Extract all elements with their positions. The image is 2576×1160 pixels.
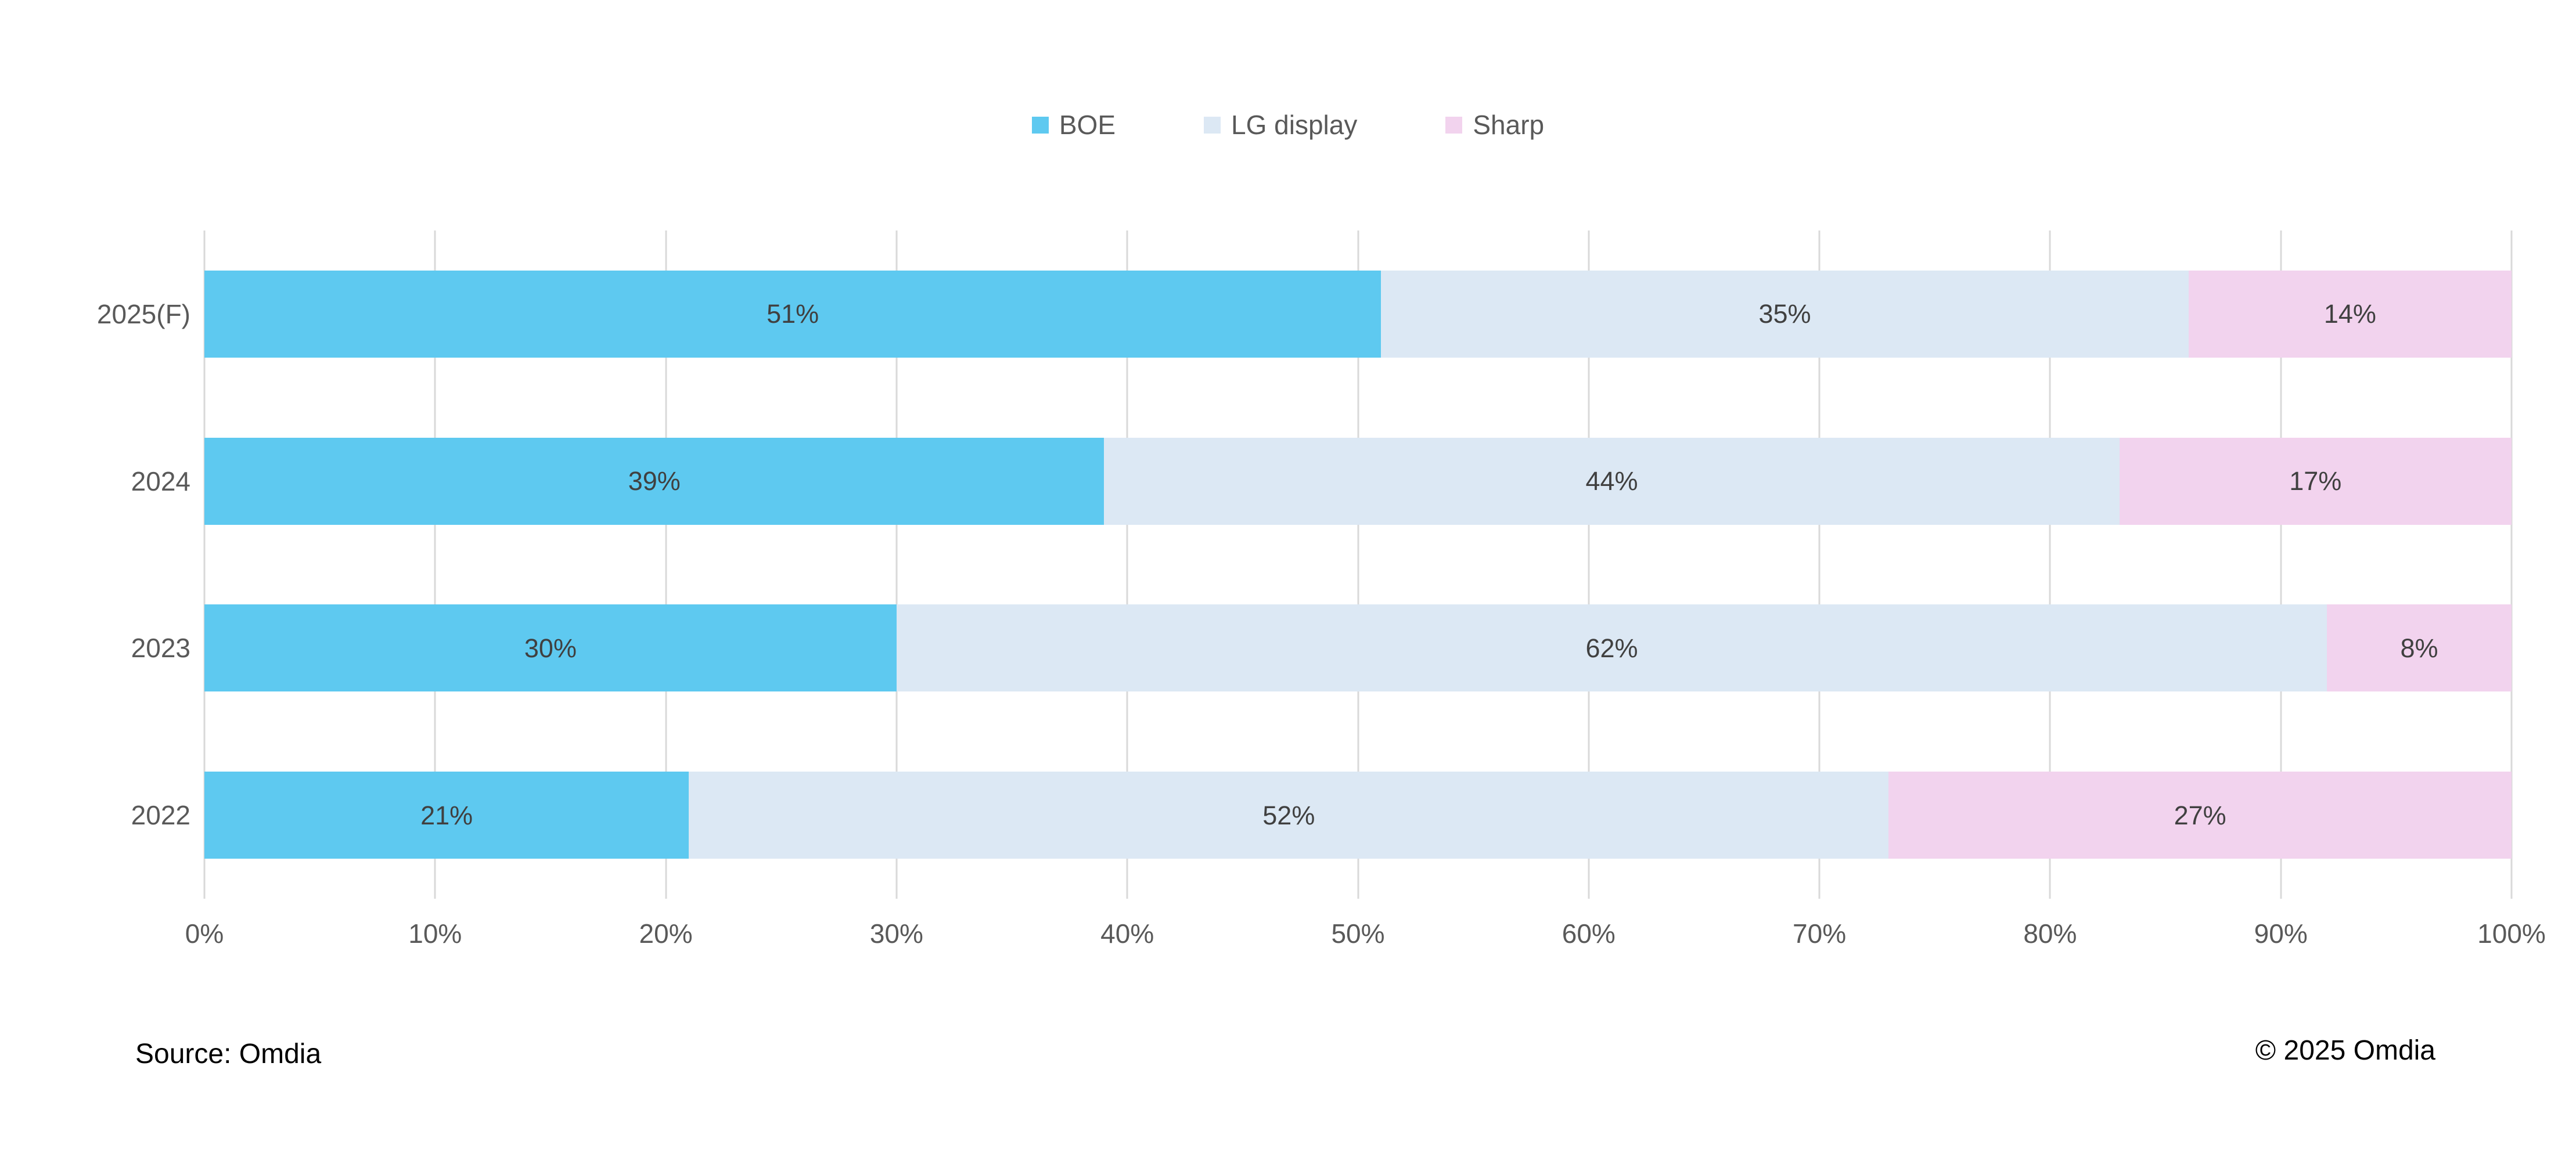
x-axis-tick-labels: 0% 10% 20% 30% 40% 50% 60% 70% 80% 90% 100% (185, 918, 2546, 955)
gridline (665, 230, 667, 899)
gridlines (203, 230, 2513, 899)
legend-item-lg-display: LG display (1204, 111, 1357, 138)
legend-swatch-icon (1445, 116, 1463, 134)
chart-row-2025-f: 2025(F) 51% 35% 14% (97, 230, 2512, 398)
bar-segment-lg-display: 52% (689, 772, 1889, 859)
bar-segment-value: 30% (524, 633, 577, 663)
legend-label: LG display (1231, 110, 1358, 140)
bar-segment-boe: 39% (204, 437, 1104, 525)
x-tick-label: 40% (1100, 918, 1154, 949)
gridline (1357, 230, 1359, 899)
bar-segment-lg-display: 62% (896, 604, 2327, 692)
bar-segment-value: 17% (2289, 466, 2342, 496)
x-tick-label: 30% (869, 918, 923, 949)
bar-segment-lg-display: 35% (1381, 270, 2189, 358)
bar-segment-value: 51% (767, 299, 819, 329)
gridline (2280, 230, 2282, 899)
gridline (434, 230, 436, 899)
category-label: 2023 (131, 633, 190, 664)
legend-label: BOE (1059, 110, 1116, 140)
x-tick-label: 10% (408, 918, 462, 949)
category-label: 2022 (131, 800, 190, 831)
legend-swatch-icon (1031, 116, 1049, 134)
bar-segment-sharp: 17% (2119, 437, 2512, 525)
bar-segment-boe: 21% (204, 772, 689, 859)
bar-rows: 2025(F) 51% 35% 14% 2024 39% 44% 17% 2023 30% 62% 8… (97, 230, 2512, 899)
gridline (203, 230, 206, 899)
x-tick-label: 70% (1793, 918, 1847, 949)
x-tick-label: 80% (2023, 918, 2077, 949)
bar-segment-boe: 51% (204, 270, 1381, 358)
x-tick-label: 100% (2477, 918, 2546, 949)
gridline (2510, 230, 2513, 899)
chart-row-2024: 2024 39% 44% 17% (131, 398, 2512, 565)
bar-segment-value: 62% (1585, 633, 1638, 663)
source-note: Source: Omdia (135, 1039, 322, 1069)
x-tick-label: 50% (1331, 918, 1385, 949)
gridline (1588, 230, 1590, 899)
bar-segment-value: 27% (2174, 800, 2226, 830)
x-tick-label: 90% (2254, 918, 2308, 949)
bar-segment-value: 21% (420, 800, 473, 830)
gridline (1126, 230, 1128, 899)
legend-item-boe: BOE (1031, 110, 1116, 140)
bar-segment-boe: 30% (204, 604, 897, 692)
chart-row-2023: 2023 30% 62% 8% (131, 565, 2512, 732)
bar-segment-sharp: 27% (1888, 772, 2512, 859)
bar-segment-value: 39% (628, 466, 681, 496)
bar-segment-value: 14% (2323, 299, 2376, 329)
bar-segment-sharp: 14% (2188, 270, 2512, 358)
legend-item-sharp: Sharp (1445, 111, 1544, 138)
x-tick-label: 60% (1562, 918, 1616, 949)
x-tick-label: 0% (185, 918, 224, 949)
bar-segment-value: 8% (2400, 633, 2438, 663)
bar-segment-value: 52% (1262, 800, 1315, 830)
x-tick-label: 20% (639, 918, 693, 949)
gridline (1818, 230, 1821, 899)
bar-segment-lg-display: 44% (1104, 437, 2120, 525)
category-label: 2025(F) (96, 298, 190, 329)
stacked-bar: 39% 44% 17% (204, 437, 2512, 525)
gridline (2049, 230, 2051, 899)
legend-swatch-icon (1204, 116, 1221, 134)
bar-segment-value: 44% (1585, 466, 1638, 496)
legend-label: Sharp (1473, 110, 1545, 140)
plot-area: 2025(F) 51% 35% 14% 2024 39% 44% 17% 2023 30% 62% 8… (97, 230, 2513, 899)
gridline (895, 230, 898, 899)
category-label: 2024 (131, 466, 190, 496)
stacked-bar: 51% 35% 14% (204, 270, 2512, 358)
copyright-note: © 2025 Omdia (2255, 1035, 2435, 1066)
bar-segment-value: 35% (1758, 299, 1811, 329)
chart-legend: BOE LG display Sharp (0, 111, 2576, 138)
chart-row-2022: 2022 21% 52% 27% (131, 732, 2512, 899)
bar-segment-sharp: 8% (2327, 604, 2512, 692)
stacked-bar: 30% 62% 8% (204, 604, 2512, 692)
stacked-bar: 21% 52% 27% (204, 772, 2512, 859)
